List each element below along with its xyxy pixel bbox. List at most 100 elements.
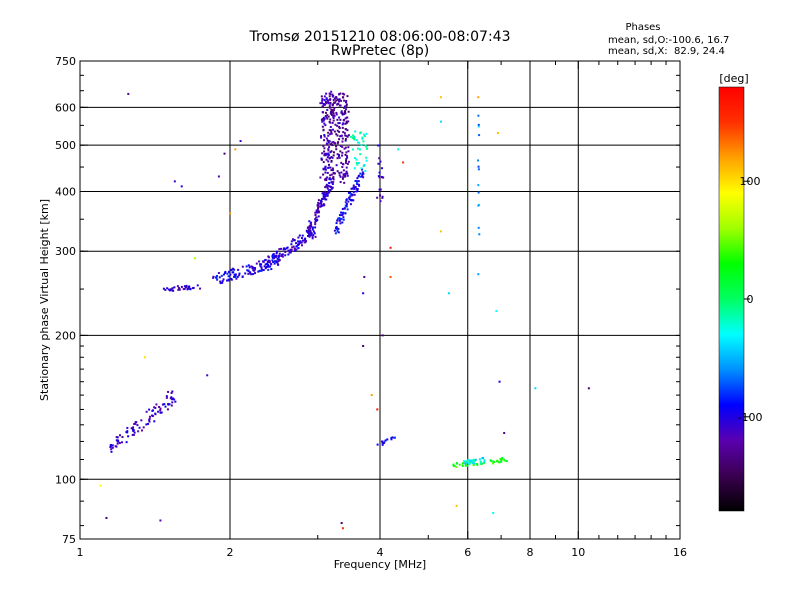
echo-point	[337, 141, 340, 144]
echo-point	[587, 387, 590, 390]
echo-point	[189, 288, 192, 291]
echo-point	[324, 100, 327, 103]
echo-point	[178, 288, 181, 291]
echo-point	[142, 426, 145, 429]
echo-point	[345, 161, 348, 164]
echo-point	[322, 128, 325, 131]
echo-point	[157, 410, 160, 413]
echo-point	[479, 460, 482, 463]
echo-point	[344, 110, 347, 113]
echo-point	[342, 173, 345, 176]
echo-point	[148, 420, 151, 423]
echo-point	[151, 414, 154, 417]
echo-point	[329, 178, 332, 181]
colorbar-tick-label: 100	[740, 175, 761, 188]
echo-point	[250, 273, 253, 276]
echo-point	[327, 134, 330, 137]
echo-point	[109, 446, 112, 449]
echo-point	[170, 396, 173, 399]
echo-point	[330, 112, 333, 115]
echo-point	[137, 430, 140, 433]
echo-point	[293, 239, 296, 242]
echo-point	[480, 462, 483, 465]
echo-point	[132, 433, 135, 436]
echo-point	[192, 286, 195, 289]
echo-point	[244, 272, 247, 275]
echo-point	[301, 234, 304, 237]
echo-point	[227, 278, 230, 281]
echo-point	[324, 154, 327, 157]
echo-point	[331, 95, 334, 98]
echo-point	[164, 288, 167, 291]
echo-point	[329, 118, 332, 121]
echo-point	[352, 134, 355, 137]
echo-point	[340, 211, 343, 214]
echo-point	[344, 138, 347, 141]
echo-point	[340, 218, 343, 221]
echo-point	[233, 275, 236, 278]
echo-point	[477, 114, 480, 117]
echo-point	[322, 197, 325, 200]
echo-point	[341, 137, 344, 140]
echo-point	[483, 460, 486, 463]
echo-point	[180, 285, 183, 288]
echo-point	[226, 272, 229, 275]
echo-point	[498, 461, 501, 464]
echo-point	[281, 253, 284, 256]
echo-point	[311, 235, 314, 238]
echo-point	[292, 245, 295, 248]
echo-point	[130, 427, 133, 430]
echo-point	[534, 387, 537, 390]
echo-point	[337, 217, 340, 220]
echo-point	[332, 109, 335, 112]
echo-point	[380, 176, 383, 179]
echo-point	[322, 195, 325, 198]
echo-point	[320, 203, 323, 206]
echo-point	[496, 132, 499, 135]
echo-point	[336, 153, 339, 156]
echo-point	[330, 131, 333, 134]
echo-point	[365, 145, 368, 148]
echo-point	[324, 186, 327, 189]
echo-point	[346, 129, 349, 132]
echo-point	[132, 426, 135, 429]
echo-point	[332, 176, 335, 179]
echo-point	[117, 439, 120, 442]
chart-title: Tromsø 20151210 08:06:00-08:07:43	[249, 29, 511, 45]
echo-point	[335, 113, 338, 116]
echo-point	[133, 431, 136, 434]
echo-point	[338, 153, 341, 156]
echo-point	[319, 205, 322, 208]
echo-point	[333, 151, 336, 154]
echo-point	[228, 270, 231, 273]
echo-point	[331, 93, 334, 96]
echo-point	[336, 98, 339, 101]
echo-point	[359, 153, 362, 156]
echo-point	[303, 239, 306, 242]
echo-point	[327, 99, 330, 102]
echo-point	[171, 401, 174, 404]
echo-point	[253, 268, 256, 271]
echo-point	[390, 436, 393, 439]
echo-point	[379, 200, 382, 203]
echo-point	[338, 122, 341, 125]
echo-point	[465, 461, 468, 464]
echo-point	[340, 161, 343, 164]
echo-point	[477, 96, 480, 99]
echo-point	[241, 265, 244, 268]
echo-point	[467, 462, 470, 465]
echo-point	[281, 255, 284, 258]
echo-point	[327, 102, 330, 105]
echo-point	[503, 458, 506, 461]
echo-point	[343, 106, 346, 109]
echo-point	[481, 457, 484, 460]
echo-point	[339, 150, 342, 153]
echo-point	[348, 196, 351, 199]
echo-point	[376, 443, 379, 446]
echo-point	[477, 226, 480, 229]
echo-point	[314, 213, 317, 216]
echo-point	[338, 104, 341, 107]
echo-point	[165, 395, 168, 398]
echo-point	[345, 202, 348, 205]
echo-point	[386, 438, 389, 441]
